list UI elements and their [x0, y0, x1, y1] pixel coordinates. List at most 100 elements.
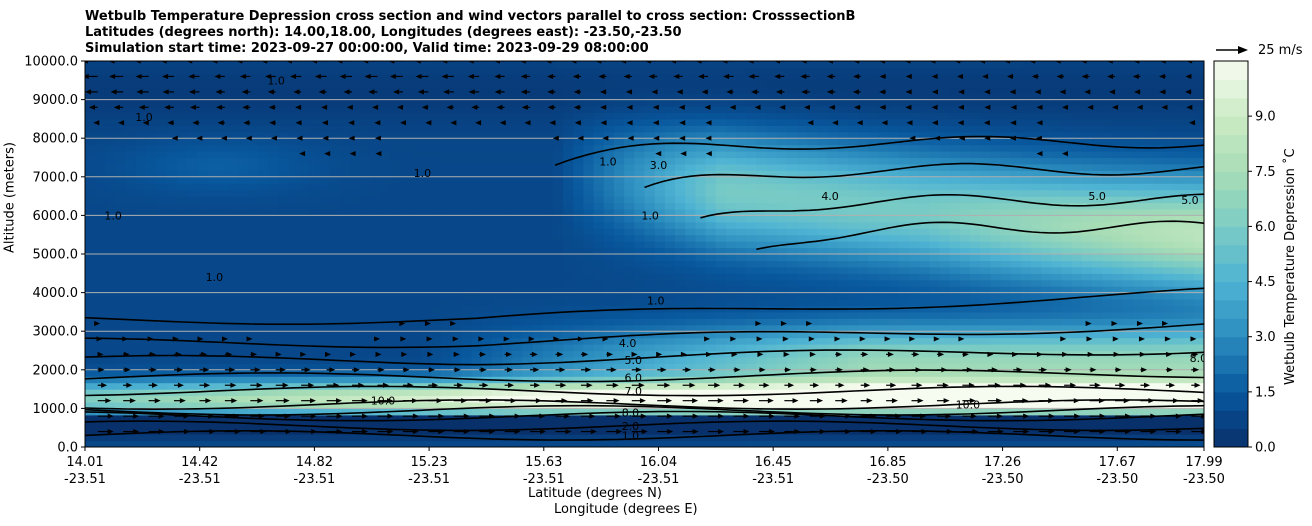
- field-cell: [573, 106, 585, 113]
- field-cell: [308, 189, 320, 197]
- field-cell: [634, 80, 646, 88]
- field-cell: [909, 402, 920, 409]
- field-cell: [186, 395, 198, 403]
- field-cell: [359, 434, 371, 442]
- field-cell: [705, 221, 717, 229]
- field-cell: [146, 209, 157, 216]
- field-cell: [817, 273, 829, 281]
- field-cell: [380, 163, 391, 171]
- field-cell: [695, 80, 707, 88]
- field-cell: [664, 395, 676, 403]
- field-cell: [552, 440, 564, 447]
- field-cell: [349, 318, 361, 326]
- field-cell: [308, 273, 320, 281]
- field-cell: [227, 86, 239, 94]
- field-cell: [736, 67, 747, 75]
- field-cell: [736, 183, 747, 191]
- field-cell: [624, 266, 635, 274]
- field-cell: [481, 324, 493, 332]
- field-cell: [797, 292, 808, 300]
- field-cell: [329, 73, 340, 81]
- field-cell: [125, 376, 137, 384]
- field-cell: [715, 93, 727, 101]
- field-cell: [247, 106, 259, 113]
- field-cell: [349, 189, 361, 197]
- field-cell: [247, 131, 259, 139]
- field-cell: [817, 254, 829, 261]
- field-cell: [705, 299, 717, 306]
- field-cell: [196, 376, 208, 384]
- field-cell: [95, 254, 106, 261]
- field-cell: [227, 73, 239, 81]
- field-cell: [380, 112, 391, 120]
- field-cell: [654, 215, 666, 223]
- field-cell: [807, 331, 819, 339]
- field-cell: [593, 157, 605, 165]
- field-cell: [573, 363, 585, 371]
- field-cell: [593, 414, 605, 422]
- field-cell: [776, 80, 788, 88]
- field-cell: [919, 176, 930, 184]
- field-cell: [624, 331, 635, 339]
- field-cell: [776, 61, 788, 68]
- field-cell: [786, 118, 798, 126]
- field-cell: [451, 61, 462, 68]
- field-cell: [451, 118, 462, 126]
- field-cell: [430, 350, 442, 358]
- field-cell: [512, 125, 524, 133]
- field-cell: [115, 144, 127, 152]
- field-cell: [563, 189, 574, 197]
- field-cell: [552, 286, 564, 294]
- field-cell: [542, 260, 554, 268]
- field-cell: [593, 286, 605, 294]
- field-cell: [196, 299, 208, 306]
- field-cell: [156, 440, 167, 447]
- field-cell: [563, 382, 574, 390]
- field-cell: [247, 440, 259, 447]
- field-cell: [746, 254, 757, 261]
- field-cell: [481, 254, 493, 261]
- field-cell: [868, 138, 880, 146]
- field-cell: [380, 369, 391, 377]
- field-cell: [705, 395, 717, 403]
- field-cell: [552, 228, 564, 236]
- field-cell: [695, 427, 707, 435]
- field-cell: [593, 299, 605, 306]
- field-cell: [441, 286, 452, 294]
- field-cell: [634, 337, 646, 345]
- field-cell: [817, 241, 829, 249]
- field-cell: [85, 209, 96, 216]
- field-cell: [420, 183, 432, 191]
- field-cell: [705, 254, 717, 261]
- field-cell: [776, 228, 788, 236]
- field-cell: [786, 202, 798, 210]
- field-cell: [705, 61, 717, 68]
- field-cell: [664, 215, 676, 223]
- field-cell: [837, 215, 849, 223]
- field-cell: [583, 228, 595, 236]
- field-cell: [664, 93, 676, 101]
- field-cell: [746, 112, 757, 120]
- field-cell: [359, 138, 371, 146]
- field-cell: [135, 266, 147, 274]
- field-cell: [502, 189, 513, 197]
- field-cell: [664, 196, 676, 204]
- field-cell: [329, 61, 340, 68]
- field-cell: [695, 311, 707, 319]
- field-cell: [288, 196, 300, 204]
- field-cell: [725, 279, 737, 287]
- field-cell: [390, 427, 401, 435]
- field-cell: [746, 395, 757, 403]
- field-cell: [888, 369, 900, 377]
- field-cell: [776, 170, 788, 178]
- field-cell: [898, 93, 910, 101]
- field-cell: [837, 344, 849, 352]
- field-cell: [848, 144, 859, 152]
- field-cell: [685, 151, 696, 159]
- field-cell: [481, 286, 493, 294]
- field-cell: [237, 292, 249, 300]
- field-cell: [227, 279, 239, 287]
- field-cell: [837, 170, 849, 178]
- field-cell: [380, 292, 391, 300]
- field-cell: [644, 157, 656, 165]
